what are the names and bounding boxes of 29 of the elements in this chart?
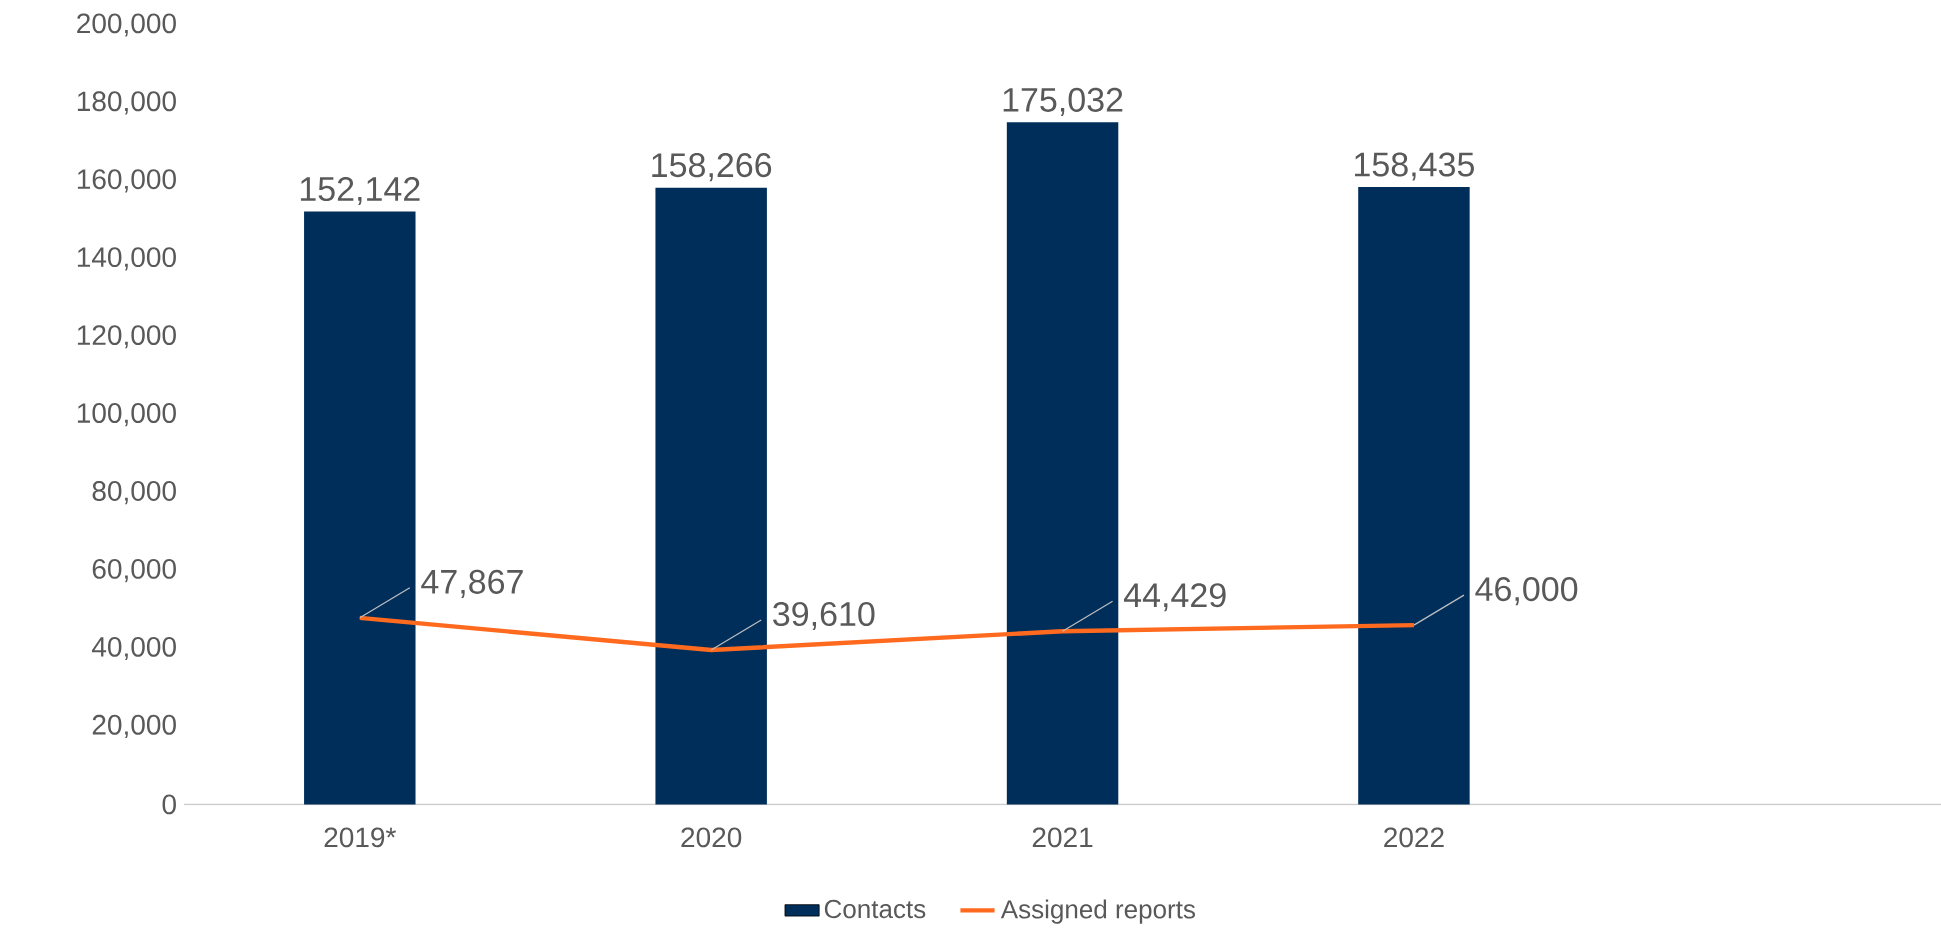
y-tick-label: 160,000 xyxy=(77,169,176,193)
y-tick-label: 40,000 xyxy=(91,636,176,660)
data-label: 47,867 xyxy=(421,569,523,598)
data-label: 46,000 xyxy=(1475,576,1578,605)
y-tick-label: 100,000 xyxy=(77,402,176,427)
data-label: 44,429 xyxy=(1123,582,1226,612)
x-tick-label: 2021 xyxy=(1032,827,1093,848)
bar xyxy=(1358,186,1470,805)
y-tick-label: 120,000 xyxy=(77,324,176,349)
y-tick-label: 20,000 xyxy=(92,714,176,738)
data-label: 175,032 xyxy=(1003,87,1123,116)
data-label: 158,266 xyxy=(652,152,772,182)
y-tick-label: 200,000 xyxy=(77,13,176,37)
x-tick-label: 2020 xyxy=(681,827,742,848)
y-tick-label: 80,000 xyxy=(92,480,176,504)
y-tick-label: 0 xyxy=(162,794,176,815)
data-label: 39,610 xyxy=(773,601,875,630)
x-tick-label: 2019* xyxy=(324,827,396,848)
y-tick-label: 140,000 xyxy=(77,247,176,271)
data-label: 158,435 xyxy=(1355,152,1474,181)
bar xyxy=(1006,122,1119,805)
legend-label: Assigned reports xyxy=(1000,899,1196,924)
bar xyxy=(655,187,767,805)
bar xyxy=(304,211,416,805)
x-tick-label: 2022 xyxy=(1384,827,1444,848)
y-tick-label: 180,000 xyxy=(77,91,176,115)
legend-label: Contacts xyxy=(824,899,926,918)
data-label: 152,142 xyxy=(300,176,420,205)
y-tick-label: 60,000 xyxy=(92,558,176,582)
